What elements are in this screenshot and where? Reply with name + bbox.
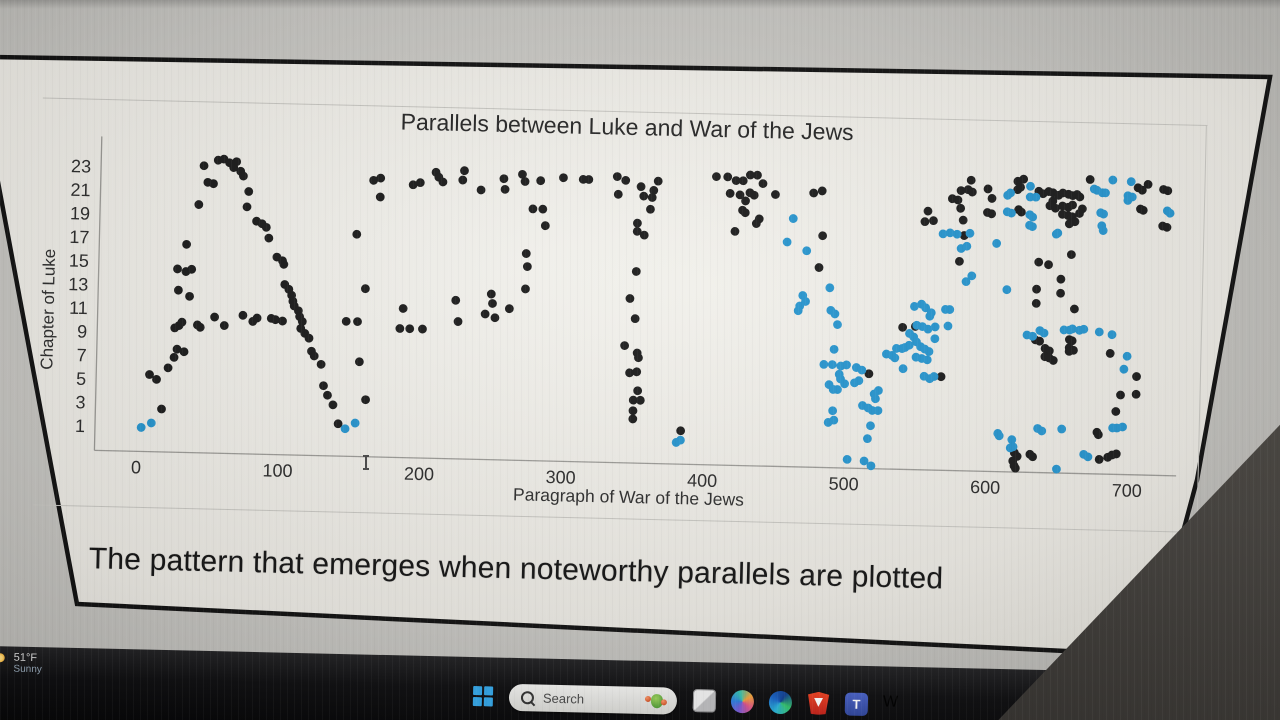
chart-object-border: [33, 97, 1208, 533]
svg-text:11: 11: [69, 298, 88, 318]
start-button[interactable]: [472, 686, 494, 707]
svg-text:23: 23: [71, 156, 91, 176]
file-explorer-icon[interactable]: [921, 694, 945, 718]
search-icon: [520, 691, 535, 705]
svg-text:400: 400: [687, 470, 718, 491]
edge-browser-icon[interactable]: [768, 690, 793, 715]
svg-text:1: 1: [75, 416, 85, 436]
weather-sun-icon: [0, 653, 5, 663]
svg-text:3: 3: [75, 392, 85, 412]
search-placeholder: Search: [542, 690, 585, 707]
svg-text:100: 100: [262, 460, 293, 481]
svg-text:19: 19: [70, 203, 90, 223]
y-tick-labels: 23 21 19 17 15 13 11 9 7 5 3 1: [68, 156, 91, 436]
svg-text:0: 0: [131, 457, 141, 477]
svg-text:300: 300: [545, 467, 576, 488]
scatter-points-blue: [136, 175, 1175, 474]
taskbar-search[interactable]: Search: [508, 683, 678, 715]
task-view-icon[interactable]: [692, 689, 717, 713]
search-highlight-icon: [644, 692, 667, 708]
weather-temp: 51°F: [13, 651, 38, 665]
svg-text:200: 200: [404, 464, 435, 485]
scatter-chart: Parallels between Luke and War of the Je…: [33, 97, 1213, 556]
teams-icon[interactable]: T: [844, 692, 869, 716]
svg-text:7: 7: [76, 345, 86, 365]
y-axis-title: Chapter of Luke: [37, 249, 59, 370]
svg-text:21: 21: [70, 180, 90, 200]
svg-text:13: 13: [68, 274, 88, 294]
svg-text:17: 17: [69, 227, 89, 247]
brave-browser-icon[interactable]: [807, 692, 831, 716]
x-tick-labels: 0 100 200 300 400 500 600 700: [131, 457, 1142, 501]
weather-widget[interactable]: 51°F Sunny: [13, 652, 42, 677]
word-icon[interactable]: W: [882, 693, 899, 711]
taskbar-icons: T W: [692, 689, 945, 718]
scatter-points-black: [145, 154, 1173, 473]
svg-text:700: 700: [1111, 480, 1142, 501]
text-cursor-pointer: [363, 455, 369, 470]
svg-text:15: 15: [69, 250, 89, 270]
copilot-icon[interactable]: [730, 689, 755, 714]
svg-text:5: 5: [76, 369, 86, 389]
chart-title: Parallels between Luke and War of the Je…: [400, 108, 854, 145]
windows-logo-icon: [473, 686, 483, 696]
weather-condition: Sunny: [13, 663, 42, 676]
svg-text:9: 9: [77, 322, 87, 342]
axes: [93, 136, 1177, 477]
svg-text:500: 500: [828, 474, 859, 495]
svg-text:600: 600: [970, 477, 1001, 498]
